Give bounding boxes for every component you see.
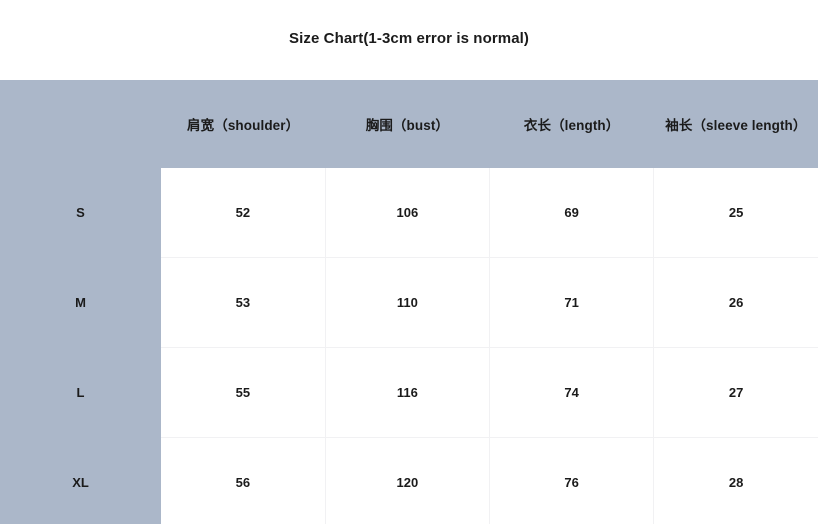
cell-s-length: 69 [489,168,655,258]
size-label-l: L [0,347,161,438]
cell-m-length: 71 [489,257,655,348]
table-body: S 52 106 69 25 M 53 110 71 26 L 55 116 [0,168,818,524]
table-row: XL 56 120 76 28 [0,437,818,524]
table-header-row: 肩宽（shoulder） 胸围（bust） 衣长（length） 袖长（slee… [0,80,818,168]
cell-l-sleeve-length: 27 [653,347,818,438]
size-table-container: 肩宽（shoulder） 胸围（bust） 衣长（length） 袖长（slee… [0,80,818,524]
size-label-m: M [0,257,161,348]
column-header-shoulder: 肩宽（shoulder） [161,80,326,168]
cell-xl-sleeve-length: 28 [653,437,818,524]
cell-l-bust: 116 [325,347,491,438]
table-row: S 52 106 69 25 [0,168,818,258]
cell-l-length: 74 [489,347,655,438]
table-header: 肩宽（shoulder） 胸围（bust） 衣长（length） 袖长（slee… [0,80,818,168]
table-row: M 53 110 71 26 [0,257,818,348]
cell-s-sleeve-length: 25 [653,168,818,258]
cell-l-shoulder: 55 [161,347,326,438]
table-row: L 55 116 74 27 [0,347,818,438]
column-header-size [0,80,161,168]
cell-xl-length: 76 [489,437,655,524]
column-header-sleeve-length: 袖长（sleeve length） [653,80,818,168]
page-title: Size Chart(1-3cm error is normal) [288,29,530,47]
cell-xl-shoulder: 56 [161,437,326,524]
cell-s-bust: 106 [325,168,491,258]
chart-title-area: Size Chart(1-3cm error is normal) [0,0,818,80]
cell-xl-bust: 120 [325,437,491,524]
column-header-bust: 胸围（bust） [325,80,490,168]
cell-m-sleeve-length: 26 [653,257,818,348]
cell-s-shoulder: 52 [161,168,326,258]
size-table: 肩宽（shoulder） 胸围（bust） 衣长（length） 袖长（slee… [0,80,818,524]
size-label-xl: XL [0,437,161,524]
size-label-s: S [0,168,161,258]
cell-m-bust: 110 [325,257,491,348]
cell-m-shoulder: 53 [161,257,326,348]
column-header-length: 衣长（length） [489,80,654,168]
